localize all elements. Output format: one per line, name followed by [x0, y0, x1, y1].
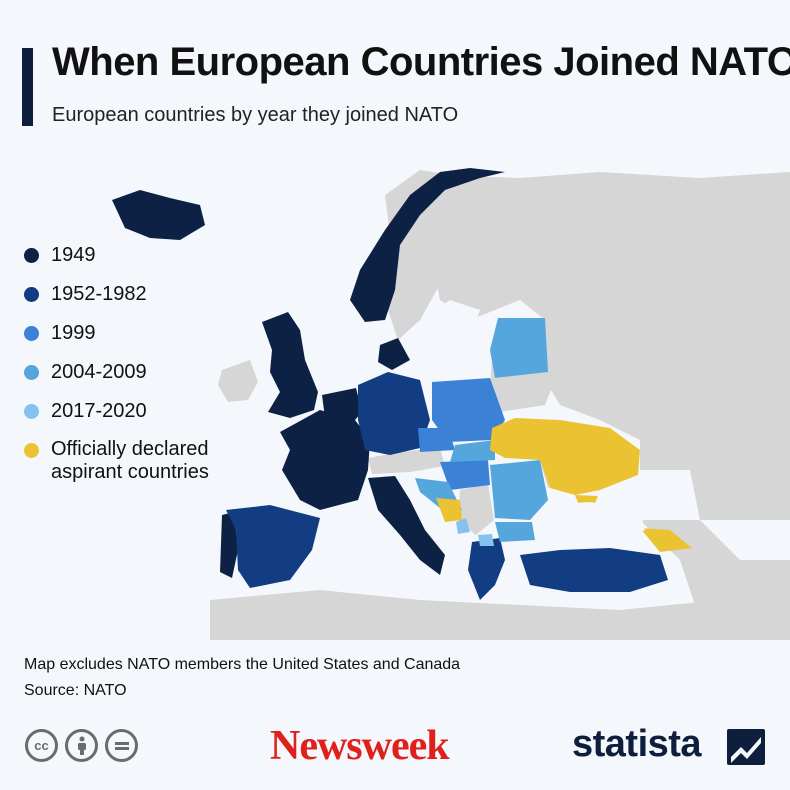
no-derivatives-icon[interactable] — [105, 729, 138, 762]
legend-item-1949: 1949 — [24, 243, 241, 282]
spain — [226, 505, 320, 588]
north-macedonia — [478, 534, 494, 546]
attribution-icon[interactable] — [65, 729, 98, 762]
legend-dot — [24, 248, 39, 263]
legend-label: 1952-1982 — [51, 283, 147, 305]
legend-item-1999: 1999 — [24, 321, 241, 360]
legend-label: 2004-2009 — [51, 361, 147, 383]
non-member-land — [210, 170, 790, 640]
legend-label: 2017-2020 — [51, 400, 147, 422]
baltic-states — [490, 318, 548, 378]
legend-dot — [24, 404, 39, 419]
black-sea — [538, 502, 645, 548]
bulgaria — [495, 522, 535, 542]
greece — [468, 538, 505, 600]
footnote: Map excludes NATO members the United Sta… — [24, 656, 461, 673]
finland — [448, 170, 512, 292]
legend-dot — [24, 326, 39, 341]
baltic-sea — [420, 300, 480, 365]
page-title: When European Countries Joined NATO — [52, 40, 790, 84]
russia-north-region — [430, 172, 790, 520]
legend-label: Officially declared aspirant countries — [51, 438, 209, 483]
members-2004-2009 — [415, 318, 548, 542]
north-africa-region — [210, 590, 790, 640]
legend-item-2017-2020: 2017-2020 — [24, 399, 241, 438]
italy — [368, 476, 445, 575]
legend: 1949 1952-1982 1999 2004-2009 2017-2020 … — [24, 243, 241, 483]
license-icons: cc — [25, 729, 138, 762]
legend-item-2004-2009: 2004-2009 — [24, 360, 241, 399]
europe-map — [112, 168, 790, 640]
seas — [420, 300, 645, 548]
source-note: Source: NATO — [24, 682, 127, 699]
newsweek-logo[interactable]: Newsweek — [270, 723, 450, 769]
portugal — [220, 512, 238, 578]
united-kingdom — [262, 312, 318, 418]
statista-logo[interactable]: statista — [572, 723, 702, 765]
aspirant-countries — [436, 418, 692, 552]
members-1952-1982 — [226, 372, 668, 600]
czechia — [418, 428, 455, 452]
georgia — [640, 528, 692, 552]
denmark — [378, 338, 410, 370]
members-1949 — [112, 168, 505, 578]
france — [280, 410, 370, 510]
bosnia — [436, 498, 462, 522]
norway — [350, 168, 505, 322]
page-subtitle: European countries by year they joined N… — [52, 104, 459, 126]
cc-icon[interactable]: cc — [25, 729, 58, 762]
montenegro — [456, 518, 470, 534]
germany — [358, 372, 430, 455]
legend-label: 1999 — [51, 322, 96, 344]
benelux — [322, 388, 362, 428]
poland — [432, 378, 505, 442]
slovakia — [450, 440, 495, 462]
legend-label: 1949 — [51, 244, 96, 266]
ukraine — [490, 418, 640, 495]
iceland — [112, 190, 205, 240]
switzerland-austria-region — [368, 448, 445, 474]
legend-item-aspirants: Officially declared aspirant countries — [24, 438, 241, 483]
title-accent-bar — [22, 48, 33, 126]
members-1999 — [418, 378, 505, 490]
legend-dot — [24, 365, 39, 380]
legend-dot — [24, 443, 39, 458]
ireland — [218, 360, 258, 402]
legend-item-1952-1982: 1952-1982 — [24, 282, 241, 321]
statista-logo-icon — [727, 729, 765, 765]
hungary — [440, 460, 490, 490]
romania — [490, 460, 548, 520]
members-2017-2020 — [456, 518, 494, 546]
turkey — [520, 548, 668, 592]
legend-dot — [24, 287, 39, 302]
